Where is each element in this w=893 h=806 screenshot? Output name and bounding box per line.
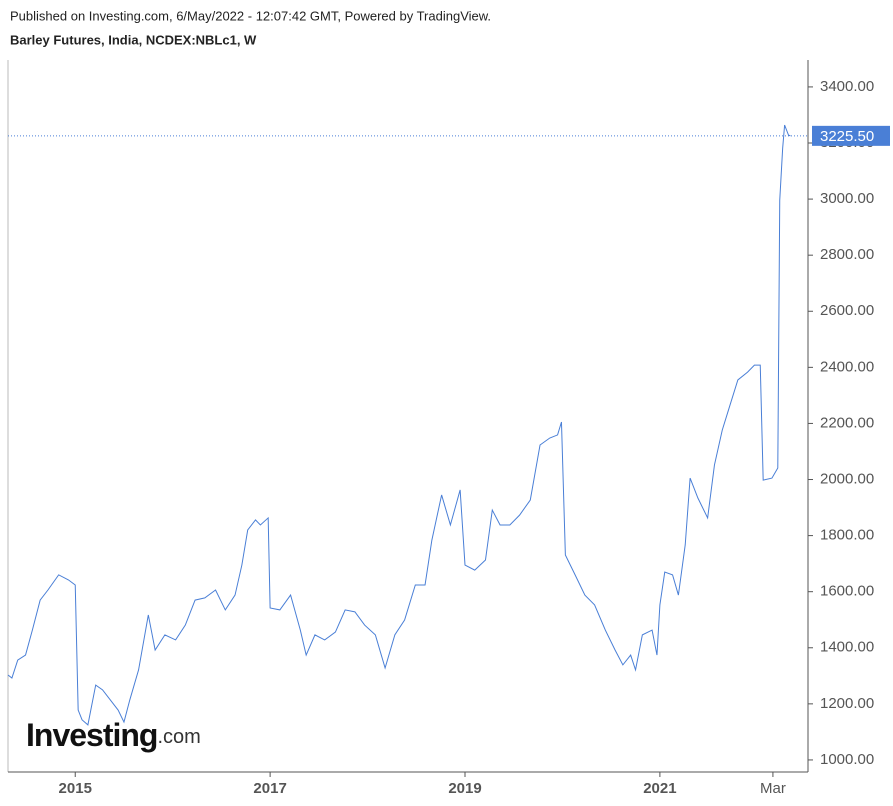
y-tick-label: 2200.00 <box>820 414 874 431</box>
y-tick-label: 3400.00 <box>820 78 874 95</box>
last-price-box <box>812 125 890 146</box>
price-line <box>7 124 791 726</box>
y-tick-label: 2800.00 <box>820 246 874 263</box>
y-tick-label: 1600.00 <box>820 583 874 600</box>
y-tick-label: 2000.00 <box>820 470 874 487</box>
y-tick-label: 1400.00 <box>820 639 874 656</box>
logo: Investing.com <box>26 717 201 753</box>
last-price-label: 3225.50 <box>820 128 874 145</box>
y-tick-label: 2600.00 <box>820 302 874 319</box>
y-tick-label: 2400.00 <box>820 358 874 375</box>
published-note: Published on Investing.com, 6/May/2022 -… <box>10 8 491 23</box>
x-tick-label: 2017 <box>253 780 286 797</box>
x-tick-label: 2015 <box>59 780 92 797</box>
chart-title: Barley Futures, India, NCDEX:NBLc1, W <box>10 32 257 47</box>
logo-brand: Investing <box>26 717 157 753</box>
x-tick-label: 2021 <box>643 780 676 797</box>
logo-suffix: .com <box>157 726 200 748</box>
y-tick-label: 1000.00 <box>820 751 874 768</box>
x-tick-label: Mar <box>760 780 786 797</box>
y-tick-label: 1200.00 <box>820 695 874 712</box>
x-tick-label: 2019 <box>448 780 481 797</box>
y-tick-label: 1800.00 <box>820 527 874 544</box>
y-tick-label: 3000.00 <box>820 190 874 207</box>
